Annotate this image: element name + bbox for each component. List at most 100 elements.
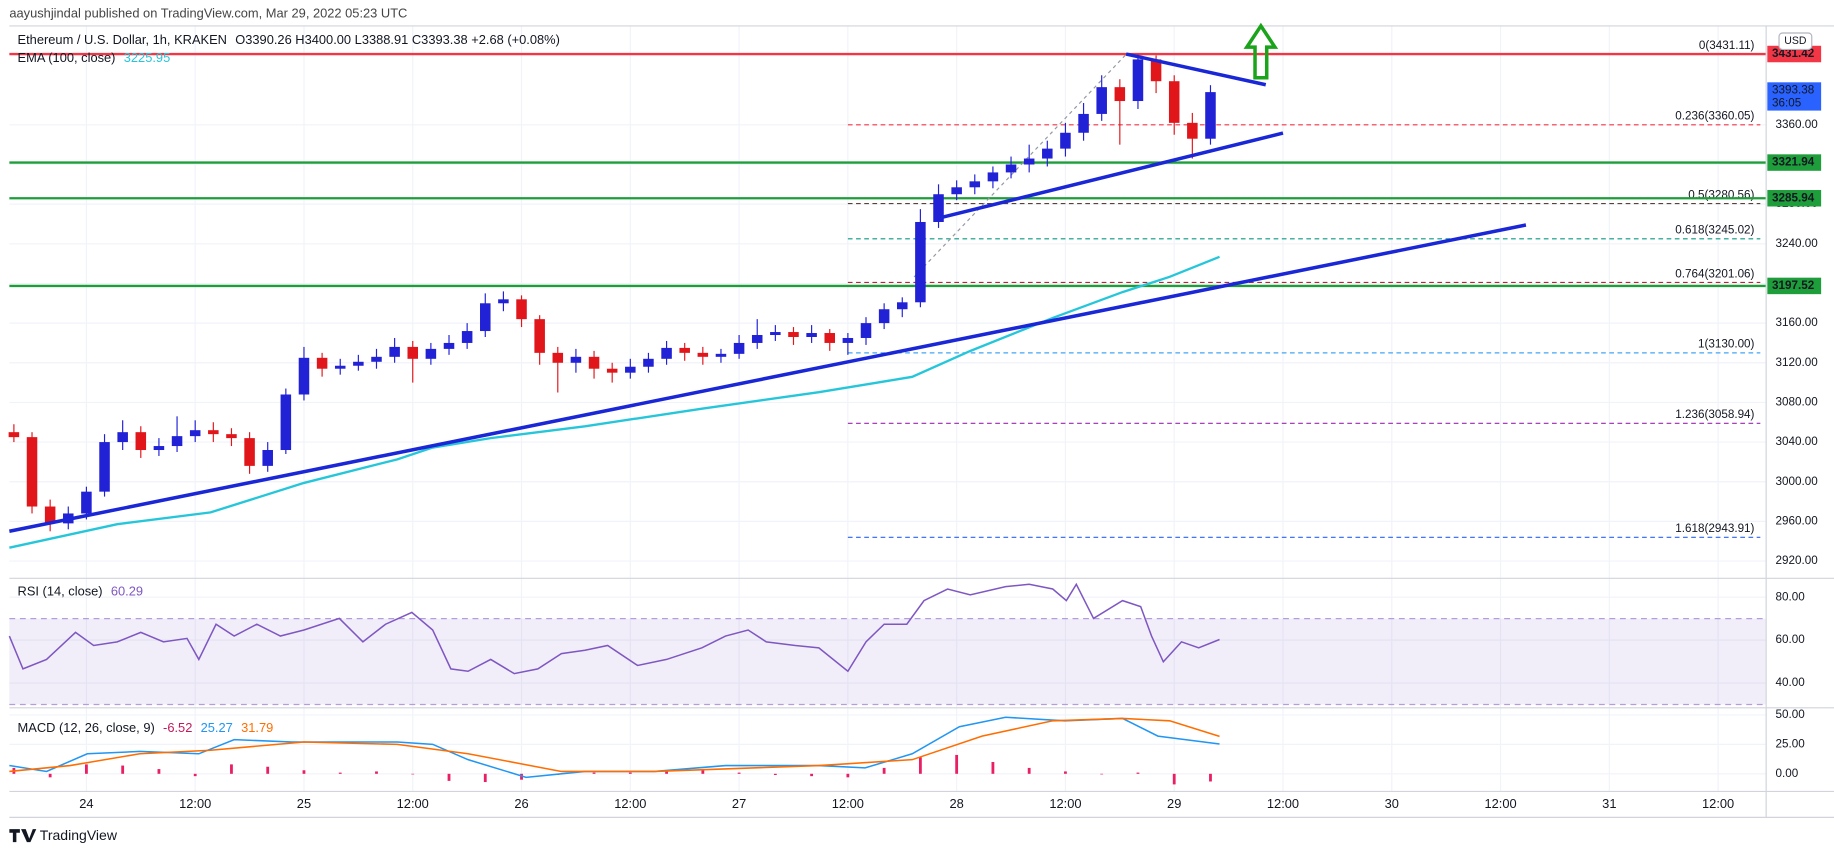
macd-histogram-bar [665, 771, 668, 774]
rsi-legend: RSI (14, close) 60.29 [18, 584, 144, 599]
candle-body [1205, 92, 1216, 139]
candle-body [951, 187, 962, 195]
rsi-line [8, 582, 1220, 675]
candle-body [189, 430, 201, 437]
fib-label: 0.5(3280.56) [1688, 188, 1754, 201]
candle-body [1023, 158, 1035, 165]
macd-legend: MACD (12, 26, close, 9) -6.52 25.27 31.7… [18, 720, 274, 735]
x-tick-label: 24 [79, 796, 93, 811]
candle-body [733, 342, 745, 354]
macd-histogram-bar [121, 765, 125, 774]
macd-histogram-bar [628, 772, 632, 774]
candle-body [842, 337, 854, 343]
macd-histogram-bar [447, 773, 451, 781]
candle-body [1187, 122, 1198, 139]
x-tick-label: 31 [1602, 796, 1616, 811]
logo-mark [9, 829, 37, 843]
candle-body [878, 309, 890, 324]
candle-body [697, 352, 709, 357]
price-axis [1766, 25, 1834, 797]
x-tick-label: 30 [1385, 796, 1399, 811]
macd-histogram-bar [411, 773, 415, 775]
x-tick-label: 12:00 [1484, 796, 1516, 811]
trendline [939, 131, 1284, 220]
candle-body [806, 333, 817, 337]
macd-histogram-bar [701, 770, 705, 774]
macd-title: MACD (12, 26, close, 9) [18, 720, 155, 735]
fib-label: 1.618(2943.91) [1675, 522, 1754, 535]
candle-body [625, 366, 636, 373]
fib-label: 1(3130.00) [1698, 338, 1755, 351]
candle-body [371, 356, 382, 362]
macd-hist-value: -6.52 [163, 720, 192, 735]
y-tick-label: 25.00 [1776, 737, 1806, 750]
x-tick-label: 29 [1167, 796, 1181, 811]
currency-box [1778, 32, 1813, 51]
ema-name: EMA (100, close) [18, 50, 116, 65]
candle-body [588, 356, 600, 369]
candle-body [153, 446, 165, 451]
candle-body [1005, 164, 1017, 173]
x-tick-label: 12:00 [614, 796, 646, 811]
trendline [1125, 52, 1267, 87]
x-tick-label: 12:00 [1049, 796, 1081, 811]
macd-histogram-bar [1136, 772, 1140, 774]
candle-body [44, 506, 56, 524]
grid [9, 25, 1767, 792]
candle-body [298, 357, 310, 395]
candle-body [280, 394, 292, 451]
trendline [9, 223, 1527, 533]
axis-labels: 24 12:00 25 12:00 26 12:00 27 12:00 28 12:00 29 12:… [79, 45, 1822, 811]
y-tick-label: 60.00 [1776, 633, 1806, 646]
candle-body [824, 333, 836, 343]
candle-body [534, 319, 545, 353]
macd-histogram-bar [810, 773, 814, 777]
level-tag-label: 3321.94 [1772, 156, 1815, 169]
candle-body [770, 332, 781, 336]
candle-body [8, 432, 20, 438]
candle-body [715, 353, 727, 357]
candle-body [643, 358, 654, 367]
currency: USD [1784, 35, 1807, 47]
macd-histogram-bar [302, 770, 306, 774]
candle-body [407, 346, 419, 359]
fib-label: 0.618(3245.02) [1675, 224, 1754, 237]
macd-histogram-bar [1209, 773, 1212, 782]
candle-body [552, 352, 564, 363]
level-tag [1767, 154, 1822, 171]
header: aayushjindal published on TradingView.co… [9, 6, 407, 21]
candle-body [353, 361, 364, 366]
macd-histogram-bar [266, 766, 270, 774]
y-tick-label: 3040.00 [1776, 435, 1819, 448]
fib-label: 0.236(3360.05) [1675, 110, 1754, 123]
candle-body [135, 432, 147, 451]
macd-histogram-bar [991, 762, 995, 774]
level-tag [1767, 277, 1822, 295]
macd-histogram-bar [882, 767, 886, 774]
candle-body [915, 221, 926, 303]
macd-histogram-bar [846, 773, 850, 778]
level-tag-label: 3197.52 [1772, 279, 1815, 292]
macd-histogram-bar [1100, 773, 1104, 775]
up-arrow [1243, 22, 1279, 80]
footer-logo: TradingView [9, 827, 118, 843]
candle-body [262, 450, 273, 466]
x-tick-label: 27 [732, 796, 746, 811]
x-tick-label: 12:00 [397, 796, 429, 811]
candle-body [480, 303, 491, 332]
macd-line [9, 717, 1220, 773]
candle-body [1096, 87, 1107, 114]
candle-body [1168, 81, 1180, 123]
candle-body [860, 323, 872, 338]
fib-label: 0.764(3201.06) [1675, 267, 1754, 280]
price-tag-countdown: 36:05 [1772, 97, 1802, 110]
price-tag-label: 3393.38 [1772, 84, 1815, 97]
candle-body [933, 194, 944, 222]
candle-body [226, 434, 237, 439]
candle-body [26, 437, 38, 507]
x-tick-label: 12:00 [179, 796, 211, 811]
macd-histogram-bar [773, 773, 777, 775]
candle-body [1132, 59, 1144, 102]
macd-histogram-bar [737, 772, 741, 774]
